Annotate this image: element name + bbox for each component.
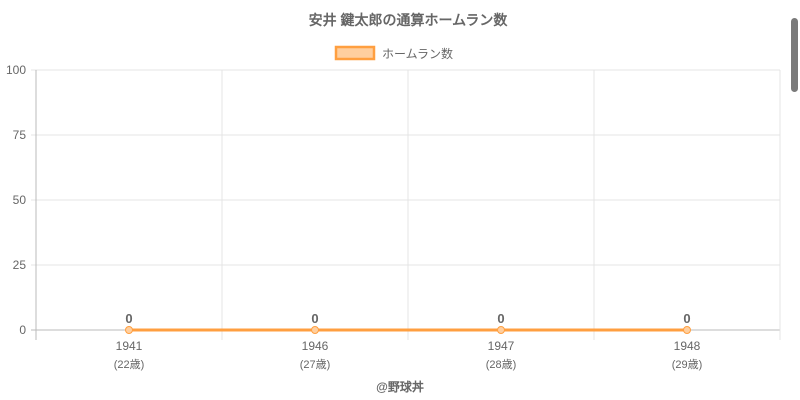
legend-swatch: [334, 45, 376, 61]
legend-label[interactable]: ホームラン数: [382, 46, 453, 61]
data-label: 0: [683, 311, 690, 326]
data-label: 0: [311, 311, 318, 326]
x-tick-sublabel: (28歳): [486, 358, 517, 371]
data-label: 0: [497, 311, 504, 326]
data-point[interactable]: [125, 326, 133, 334]
x-tick-sublabel: (22歳): [114, 358, 145, 371]
y-tick-label: 75: [13, 128, 27, 142]
x-tick-label: 1946: [302, 339, 329, 353]
data-point[interactable]: [311, 326, 319, 334]
x-tick-sublabel: (29歳): [672, 358, 703, 371]
x-tick-label: 1947: [488, 339, 515, 353]
y-tick-label: 25: [13, 258, 27, 272]
y-tick-label: 0: [19, 323, 26, 337]
credit: @野球丼: [376, 379, 424, 394]
data-label: 0: [125, 311, 132, 326]
chart-title: 安井 鍵太郎の通算ホームラン数: [309, 12, 509, 28]
y-tick-label: 100: [6, 63, 26, 77]
y-tick-label: 50: [13, 193, 27, 207]
x-tick-sublabel: (27歳): [300, 358, 331, 371]
scrollbar[interactable]: [791, 18, 798, 92]
data-point[interactable]: [683, 326, 691, 334]
data-point[interactable]: [497, 326, 505, 334]
x-tick-label: 1941: [116, 339, 143, 353]
x-tick-label: 1948: [674, 339, 701, 353]
